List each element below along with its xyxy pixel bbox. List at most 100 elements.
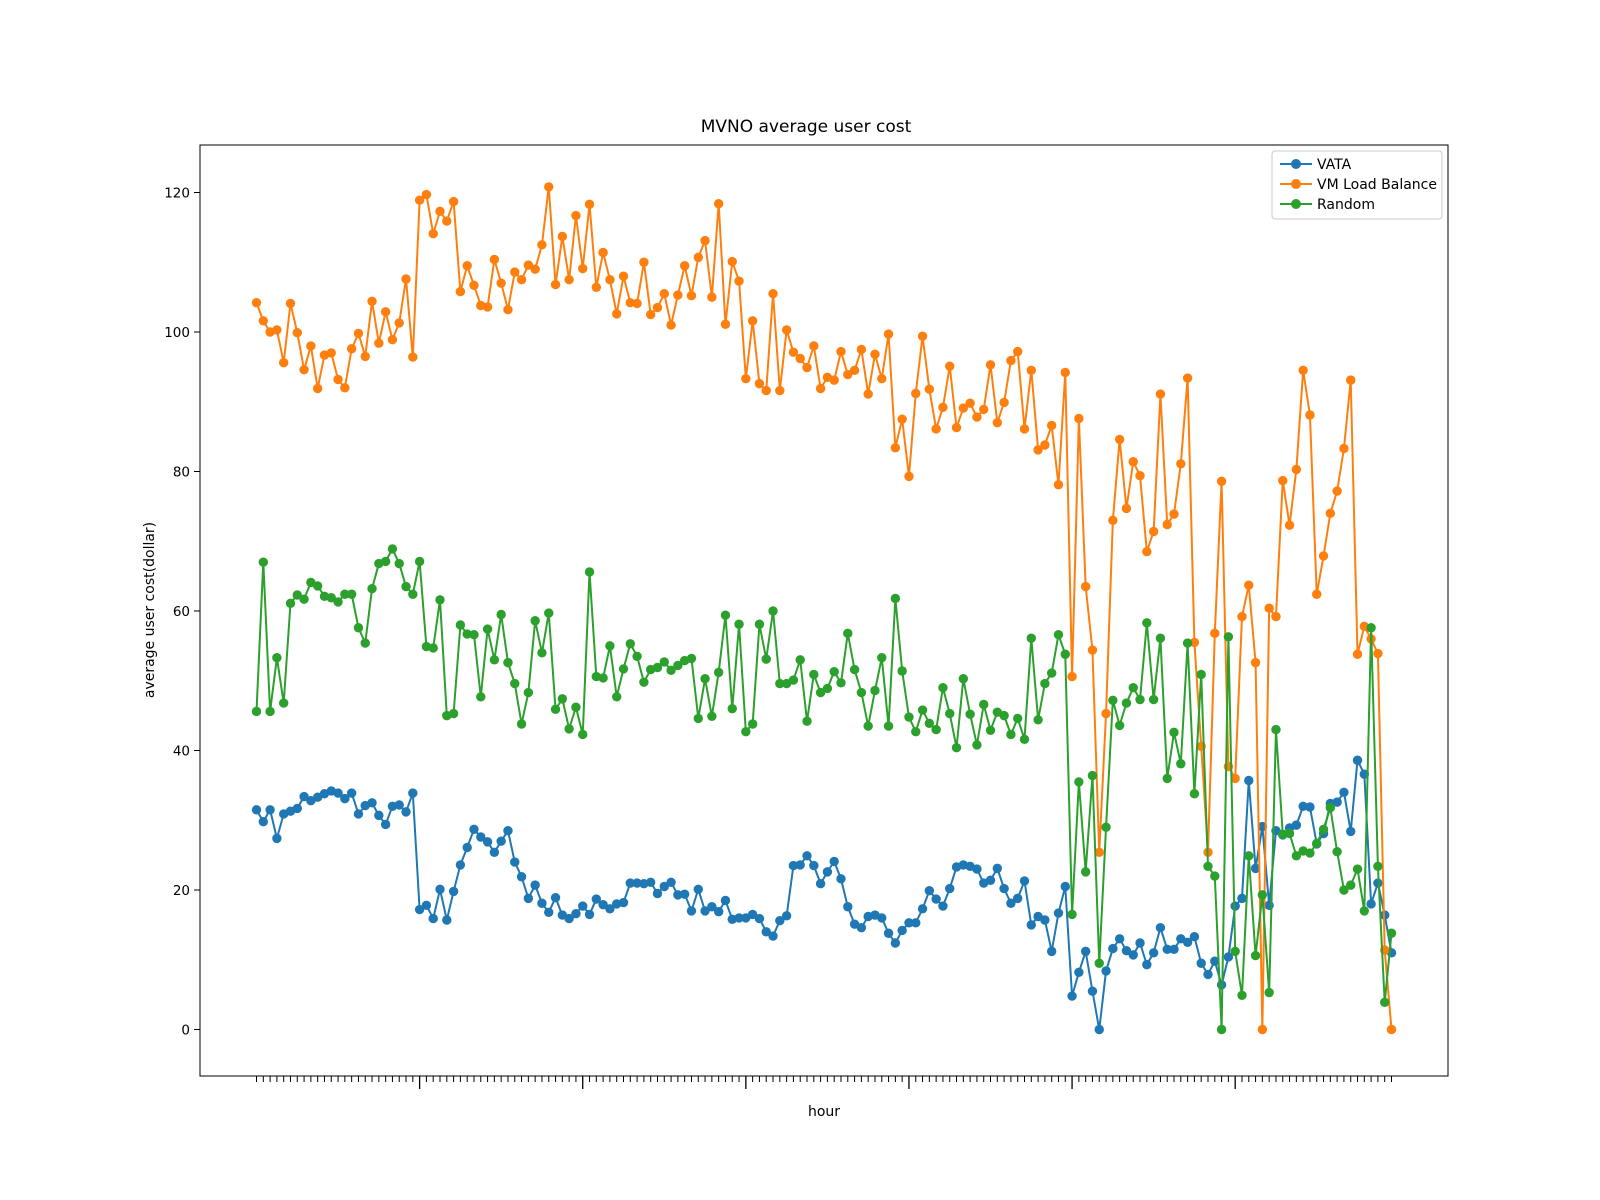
data-point-vm-load-balance bbox=[645, 309, 656, 320]
data-point-vm-load-balance bbox=[856, 344, 867, 355]
data-point-vm-load-balance bbox=[815, 383, 826, 394]
data-point-vata bbox=[1148, 948, 1159, 958]
data-point-random bbox=[1060, 649, 1070, 659]
data-point-random bbox=[1121, 698, 1132, 708]
data-point-vata bbox=[713, 906, 724, 917]
data-point-vata bbox=[421, 900, 432, 911]
data-point-vata bbox=[605, 904, 615, 914]
data-point-random bbox=[1176, 759, 1186, 769]
data-point-vm-load-balance bbox=[367, 296, 377, 307]
legend-box bbox=[1271, 150, 1443, 220]
data-point-random bbox=[761, 654, 771, 664]
data-point-vata bbox=[775, 915, 785, 926]
data-point-vm-load-balance bbox=[408, 352, 418, 362]
data-point-vata bbox=[1244, 775, 1254, 786]
data-point-vm-load-balance bbox=[1176, 459, 1186, 469]
data-point-random bbox=[1162, 773, 1172, 784]
data-point-vata bbox=[836, 874, 846, 884]
data-point-vata bbox=[1250, 863, 1261, 874]
data-point-vm-load-balance bbox=[625, 298, 635, 308]
data-point-vata bbox=[1114, 934, 1125, 944]
data-point-vata bbox=[931, 894, 941, 904]
data-point-vm-load-balance bbox=[312, 383, 323, 394]
data-point-random bbox=[754, 619, 765, 629]
data-point-vm-load-balance bbox=[564, 274, 574, 285]
data-point-random bbox=[700, 673, 710, 684]
data-point-vata bbox=[700, 906, 710, 916]
data-point-vm-load-balance bbox=[1094, 847, 1104, 858]
data-point-random bbox=[1210, 871, 1220, 881]
data-point-vm-load-balance bbox=[1080, 581, 1091, 592]
data-point-random bbox=[1142, 618, 1152, 628]
data-point-random bbox=[476, 692, 486, 702]
data-point-vm-load-balance bbox=[1033, 445, 1043, 455]
data-point-random bbox=[639, 677, 649, 687]
data-point-vm-load-balance bbox=[700, 235, 710, 246]
data-point-vm-load-balance bbox=[1278, 475, 1288, 486]
series-vm-load-balance bbox=[251, 182, 1397, 1035]
data-point-vm-load-balance bbox=[911, 388, 921, 399]
data-point-random bbox=[1216, 1024, 1227, 1035]
data-point-random bbox=[333, 597, 343, 607]
data-point-vm-load-balance bbox=[768, 288, 778, 299]
data-point-vata bbox=[843, 902, 853, 912]
data-point-random bbox=[265, 706, 275, 717]
data-point-random bbox=[1026, 633, 1036, 643]
data-point-vm-load-balance bbox=[1067, 671, 1077, 682]
data-point-vata bbox=[1339, 787, 1349, 798]
data-point-vm-load-balance bbox=[591, 282, 602, 293]
data-point-vm-load-balance bbox=[1284, 520, 1295, 530]
data-point-vata bbox=[258, 816, 268, 827]
data-point-random bbox=[251, 706, 262, 717]
data-point-random bbox=[360, 638, 370, 648]
data-point-random bbox=[999, 710, 1009, 721]
data-point-vm-load-balance bbox=[863, 389, 873, 399]
data-point-vata bbox=[489, 847, 500, 858]
data-point-vata bbox=[829, 856, 839, 867]
data-point-random bbox=[435, 595, 445, 605]
data-point-random bbox=[890, 593, 901, 604]
data-point-vm-load-balance bbox=[503, 304, 513, 315]
data-point-vm-load-balance bbox=[571, 210, 581, 221]
data-point-vata bbox=[462, 842, 472, 853]
data-point-random bbox=[972, 740, 982, 750]
data-point-random bbox=[1169, 727, 1179, 738]
data-point-random bbox=[951, 743, 962, 753]
data-point-random bbox=[1312, 838, 1322, 848]
data-point-vm-load-balance bbox=[1346, 375, 1356, 385]
data-point-vata bbox=[768, 931, 778, 941]
data-point-vata bbox=[795, 860, 805, 870]
data-point-vm-load-balance bbox=[1135, 470, 1145, 481]
legend: VATA VM Load Balance Random bbox=[1271, 150, 1443, 220]
data-point-vata bbox=[1060, 881, 1070, 892]
data-point-random bbox=[1339, 885, 1349, 895]
data-point-vata bbox=[530, 880, 540, 890]
data-point-vata bbox=[1013, 893, 1023, 904]
series-layer bbox=[251, 182, 1397, 1035]
data-point-random bbox=[272, 653, 282, 663]
data-point-vata bbox=[251, 805, 262, 815]
data-point-vm-load-balance bbox=[1352, 649, 1363, 659]
data-point-random bbox=[686, 653, 697, 664]
y-tick-label: 20 bbox=[173, 883, 190, 899]
data-point-vm-load-balance bbox=[747, 316, 758, 326]
data-point-vata bbox=[496, 836, 506, 846]
data-point-vm-load-balance bbox=[401, 274, 411, 284]
data-point-vata bbox=[1046, 946, 1057, 957]
data-point-vm-load-balance bbox=[1006, 355, 1016, 366]
data-point-random bbox=[1094, 958, 1104, 968]
data-point-random bbox=[693, 713, 703, 724]
data-point-random bbox=[1074, 777, 1084, 787]
data-point-vm-load-balance bbox=[938, 402, 948, 413]
data-point-random bbox=[727, 703, 737, 714]
data-point-vata bbox=[747, 909, 758, 920]
data-point-vm-load-balance bbox=[1318, 551, 1329, 561]
data-point-vm-load-balance bbox=[1114, 434, 1125, 445]
data-point-vm-load-balance bbox=[958, 403, 969, 413]
data-point-vata bbox=[652, 888, 663, 899]
data-point-vata bbox=[448, 886, 459, 897]
data-point-vm-load-balance bbox=[618, 271, 629, 281]
data-point-vata bbox=[720, 895, 731, 906]
data-point-vata bbox=[815, 879, 826, 889]
data-point-random bbox=[652, 662, 663, 673]
